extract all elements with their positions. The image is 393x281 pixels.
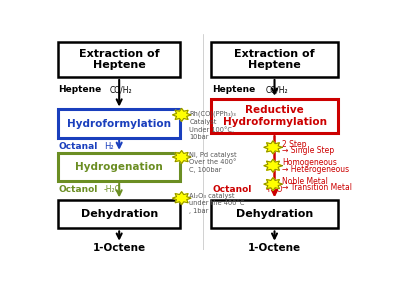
Text: Extraction of
Heptene: Extraction of Heptene bbox=[234, 49, 315, 71]
Text: Heptene: Heptene bbox=[58, 85, 101, 94]
FancyBboxPatch shape bbox=[211, 99, 338, 133]
Polygon shape bbox=[264, 178, 282, 191]
Polygon shape bbox=[173, 192, 191, 205]
Text: Hydroformylation: Hydroformylation bbox=[67, 119, 171, 128]
Text: Ni, Pd catalyst
Over the 400°
C, 100bar: Ni, Pd catalyst Over the 400° C, 100bar bbox=[189, 152, 237, 173]
Text: Noble Metal: Noble Metal bbox=[282, 177, 328, 186]
Polygon shape bbox=[264, 159, 282, 172]
Text: Octanol: Octanol bbox=[212, 185, 252, 194]
Polygon shape bbox=[173, 151, 191, 164]
Text: Hydrogenation: Hydrogenation bbox=[75, 162, 163, 172]
Text: Octanol: Octanol bbox=[58, 185, 97, 194]
Polygon shape bbox=[264, 141, 282, 154]
Text: H₂: H₂ bbox=[104, 142, 114, 151]
Text: Al₂O₃ catalyst
under the 400°C
, 1bar: Al₂O₃ catalyst under the 400°C , 1bar bbox=[189, 193, 245, 214]
Text: CO/H₂: CO/H₂ bbox=[265, 85, 288, 94]
FancyBboxPatch shape bbox=[58, 110, 180, 138]
Text: Octanal: Octanal bbox=[58, 142, 97, 151]
Text: 1-Octene: 1-Octene bbox=[248, 243, 301, 253]
Text: Rh(CO)(PPh₃)₃
Catalyst
Under 100°C,
10bar: Rh(CO)(PPh₃)₃ Catalyst Under 100°C, 10ba… bbox=[189, 110, 236, 140]
Text: Extraction of
Heptene: Extraction of Heptene bbox=[79, 49, 160, 71]
FancyBboxPatch shape bbox=[211, 42, 338, 77]
FancyBboxPatch shape bbox=[58, 153, 180, 181]
Text: Dehydration: Dehydration bbox=[236, 209, 313, 219]
FancyBboxPatch shape bbox=[58, 42, 180, 77]
Text: 1-Octene: 1-Octene bbox=[93, 243, 146, 253]
Polygon shape bbox=[173, 108, 191, 121]
Text: Dehydration: Dehydration bbox=[81, 209, 158, 219]
Text: -H₂O: -H₂O bbox=[104, 185, 121, 194]
Text: Reductive
Hydroformylation: Reductive Hydroformylation bbox=[222, 105, 327, 127]
Text: CO/H₂: CO/H₂ bbox=[110, 85, 133, 94]
FancyBboxPatch shape bbox=[211, 200, 338, 228]
Text: Homogeneous: Homogeneous bbox=[282, 158, 337, 167]
Text: → Heterogeneous: → Heterogeneous bbox=[282, 165, 349, 174]
Text: → Transition Metal: → Transition Metal bbox=[282, 183, 352, 192]
Text: -H₂O: -H₂O bbox=[265, 185, 283, 194]
Text: Heptene: Heptene bbox=[212, 85, 255, 94]
FancyBboxPatch shape bbox=[58, 200, 180, 228]
Text: 2 Step: 2 Step bbox=[282, 140, 307, 149]
Text: → Single Step: → Single Step bbox=[282, 146, 334, 155]
